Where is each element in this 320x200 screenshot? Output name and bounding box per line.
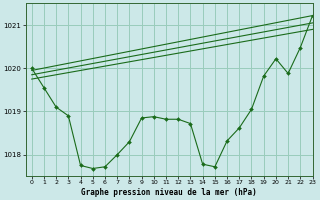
X-axis label: Graphe pression niveau de la mer (hPa): Graphe pression niveau de la mer (hPa) bbox=[81, 188, 257, 197]
